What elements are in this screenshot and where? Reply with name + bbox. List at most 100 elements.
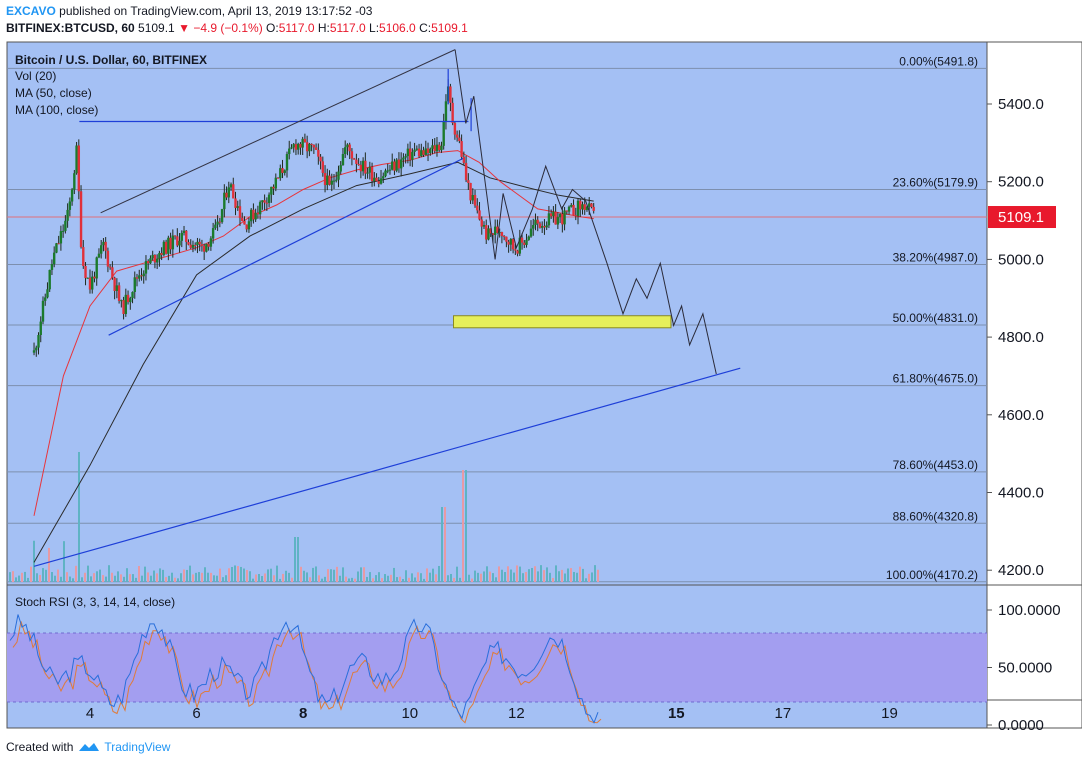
volume-bar xyxy=(234,565,236,582)
candle-body xyxy=(310,143,313,145)
candle-body xyxy=(258,202,262,215)
candle-body xyxy=(290,147,293,149)
price-axis-label: 4400.0 xyxy=(998,485,1044,502)
volume-bar xyxy=(354,578,356,582)
candle-body xyxy=(261,200,264,203)
candle-body xyxy=(493,226,497,235)
candle-body xyxy=(274,177,278,189)
volume-bar xyxy=(315,566,317,582)
volume-bar xyxy=(411,573,413,582)
volume-bar xyxy=(255,574,257,582)
candle-body xyxy=(518,237,522,254)
volume-bar xyxy=(213,575,215,582)
candle-body xyxy=(471,195,475,201)
footer-brand[interactable]: TradingView xyxy=(104,740,171,754)
candle-body xyxy=(299,143,302,148)
volume-bar xyxy=(195,572,197,582)
volume-bar xyxy=(180,573,182,582)
volume-bar xyxy=(114,575,116,582)
candle-body xyxy=(391,161,394,170)
candle-body xyxy=(496,226,499,233)
candle-body xyxy=(567,206,571,212)
volume-bar xyxy=(381,578,383,582)
candle-body xyxy=(339,165,342,172)
candle-body xyxy=(505,236,508,242)
volume-bar xyxy=(111,572,113,582)
candle-body xyxy=(180,232,183,241)
volume-bar xyxy=(378,572,380,582)
candle-body xyxy=(491,233,495,235)
volume-bar xyxy=(540,565,542,582)
candle-body xyxy=(169,237,172,250)
candle-body xyxy=(572,204,575,216)
volume-bar xyxy=(261,575,263,582)
author-name[interactable]: EXCAVO xyxy=(6,4,56,18)
footer: Created with TradingView xyxy=(6,740,170,754)
volume-bar xyxy=(288,572,290,582)
ma100-line xyxy=(33,161,594,563)
candle-body xyxy=(296,143,300,150)
candle-body xyxy=(167,237,170,254)
time-axis-label: 12 xyxy=(508,705,525,722)
volume-bar xyxy=(528,569,530,582)
candle-body xyxy=(402,157,405,160)
volume-bar xyxy=(456,566,458,582)
candle-body xyxy=(111,267,114,278)
candle-body xyxy=(366,172,369,174)
candle-body xyxy=(431,145,434,149)
candle-body xyxy=(144,261,148,274)
candle-body xyxy=(502,235,506,237)
volume-bar xyxy=(309,577,311,582)
candle-body xyxy=(384,170,387,177)
candle-body xyxy=(480,219,483,227)
candle-body xyxy=(155,258,159,263)
volume-bar xyxy=(357,571,359,582)
candle-body xyxy=(301,138,304,148)
publish-info: EXCAVO published on TradingView.com, Apr… xyxy=(6,4,372,18)
candle-body xyxy=(520,237,524,243)
candle-body xyxy=(281,168,284,173)
candle-body xyxy=(373,177,376,182)
candle-body xyxy=(565,210,569,212)
candle-body xyxy=(588,203,591,207)
candle-body xyxy=(84,265,87,279)
trendline-rising[interactable] xyxy=(33,367,741,567)
volume-bar xyxy=(492,573,494,582)
time-axis-label: 10 xyxy=(401,705,418,722)
candle-body xyxy=(357,163,360,165)
volume-bar xyxy=(468,574,470,582)
volume-bar xyxy=(273,575,275,582)
volume-bar xyxy=(126,568,128,582)
candle-body xyxy=(368,166,372,173)
price-pane[interactable] xyxy=(7,42,987,585)
trendline-support[interactable] xyxy=(108,157,464,336)
candle-body xyxy=(160,252,163,255)
candle-body xyxy=(422,150,425,155)
candle-body xyxy=(129,298,132,303)
candle-body xyxy=(507,241,510,245)
candle-body xyxy=(232,184,235,199)
candle-body xyxy=(547,213,551,226)
volume-bar xyxy=(339,575,341,582)
volume-bar xyxy=(426,568,428,582)
volume-bar xyxy=(240,566,242,582)
channel-top-line[interactable] xyxy=(100,49,456,214)
volume-bar xyxy=(24,571,26,582)
candle-body xyxy=(326,175,329,186)
candle-body xyxy=(337,171,340,180)
candle-body xyxy=(532,225,535,229)
candle-body xyxy=(386,170,389,172)
volume-bar xyxy=(198,572,200,582)
candle-body xyxy=(453,122,457,135)
high-value: 5117.0 xyxy=(329,21,366,35)
projection-path[interactable] xyxy=(454,49,717,375)
volume-bar xyxy=(66,572,68,582)
time-axis-label: 19 xyxy=(881,705,898,722)
target-zone[interactable] xyxy=(453,315,672,329)
candle-body xyxy=(93,276,96,279)
volume-bar xyxy=(546,567,548,582)
candle-body xyxy=(485,225,488,240)
candle-body xyxy=(35,347,38,351)
rsi-axis-label: 0.0000 xyxy=(998,717,1044,734)
